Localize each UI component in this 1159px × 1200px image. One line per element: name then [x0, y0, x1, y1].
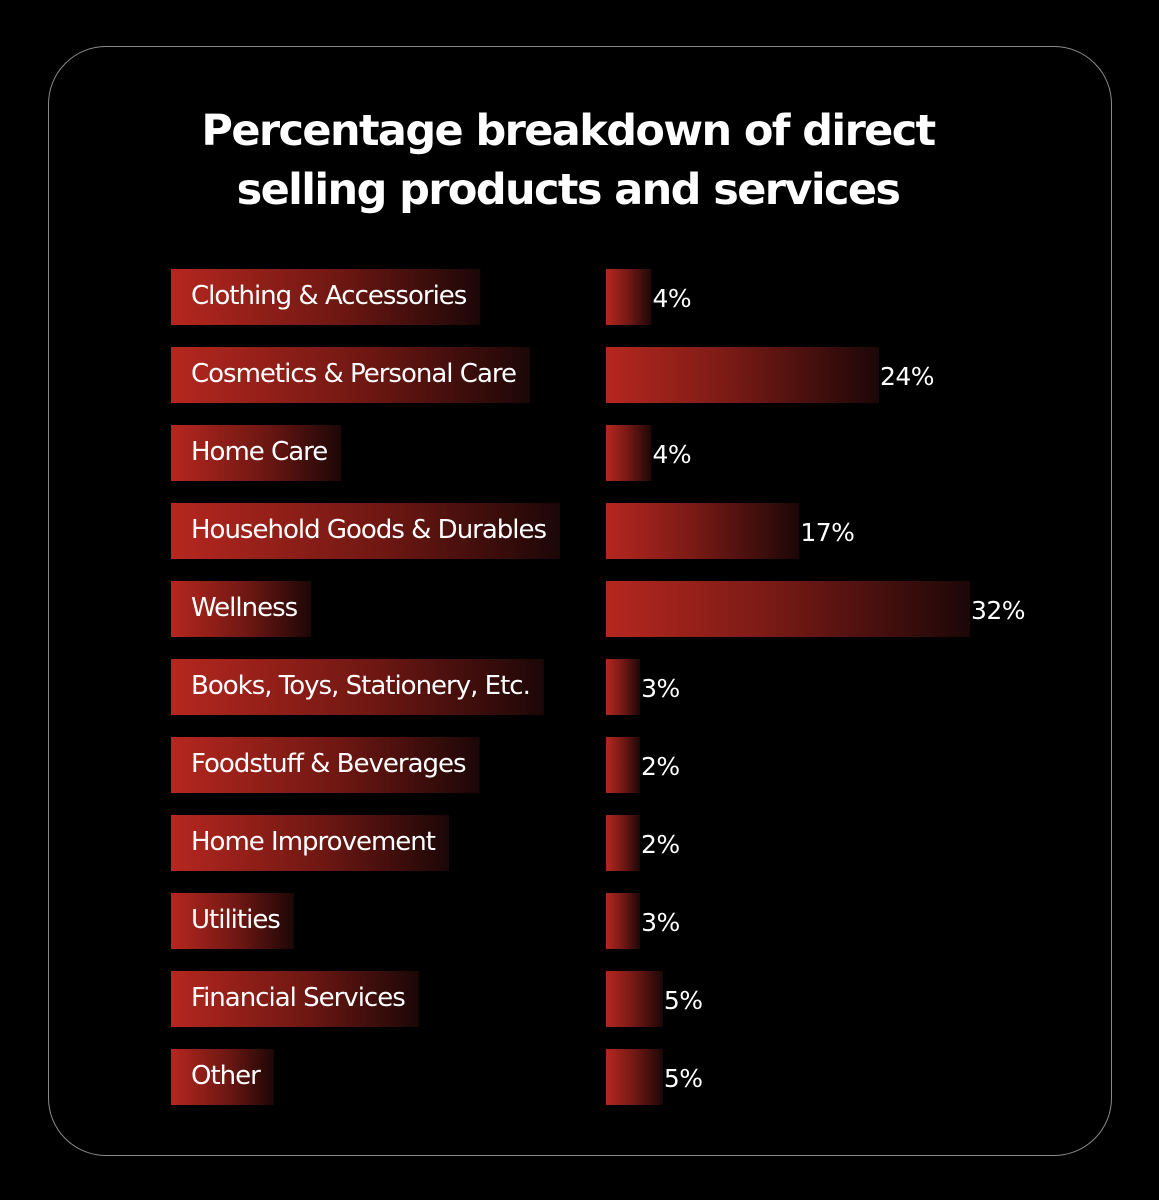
category-label: Financial Services	[191, 983, 405, 1013]
bar-row: Books, Toys, Stationery, Etc. 3%	[171, 659, 680, 715]
category-label-background	[171, 347, 530, 403]
value-label: 2%	[641, 752, 680, 781]
bar-row: Utilities 3%	[171, 893, 680, 949]
chart-title-line-1: Percentage breakdown of direct	[201, 106, 936, 156]
category-label-background	[171, 815, 449, 871]
value-label: 17%	[800, 518, 854, 547]
value-bar	[606, 815, 640, 871]
category-label-background	[171, 893, 294, 949]
category-label-background	[171, 503, 561, 559]
bar-row: Clothing & Accessories 4%	[171, 269, 692, 325]
bar-row: Home Care 4%	[171, 425, 692, 481]
value-label: 5%	[664, 986, 703, 1015]
value-bar	[606, 893, 641, 949]
value-bar	[606, 581, 970, 637]
value-bar	[606, 269, 652, 325]
category-label: Foodstuff & Beverages	[191, 749, 466, 779]
chart-title-line-2: selling products and services	[236, 165, 901, 215]
category-label: Cosmetics & Personal Care	[191, 359, 516, 389]
category-label: Wellness	[191, 593, 298, 623]
value-label: 4%	[653, 440, 692, 469]
category-label-background	[171, 659, 544, 715]
category-label-background	[171, 971, 419, 1027]
category-label-background	[171, 1049, 274, 1105]
bar-row: Financial Services 5%	[171, 971, 703, 1027]
value-bar	[606, 659, 641, 715]
value-label: 4%	[653, 284, 692, 313]
chart-card	[48, 46, 1112, 1156]
value-label: 3%	[641, 674, 680, 703]
category-label: Home Improvement	[191, 827, 436, 857]
value-label: 5%	[664, 1064, 703, 1093]
value-bar	[606, 347, 879, 403]
category-label: Utilities	[191, 905, 280, 935]
value-bar	[606, 425, 652, 481]
value-bar	[606, 503, 800, 559]
bar-row: Home Improvement 2%	[171, 815, 680, 871]
category-label: Home Care	[191, 437, 327, 467]
category-label-background	[171, 425, 342, 481]
value-bar	[606, 1049, 663, 1105]
value-label: 3%	[641, 908, 680, 937]
category-label: Books, Toys, Stationery, Etc.	[191, 671, 530, 701]
category-label-background	[171, 269, 481, 325]
bar-row: Foodstuff & Beverages 2%	[171, 737, 680, 793]
value-bar	[606, 737, 640, 793]
bar-row: Cosmetics & Personal Care 24%	[171, 347, 935, 403]
value-bar	[606, 971, 663, 1027]
category-label: Household Goods & Durables	[191, 515, 547, 545]
category-label: Clothing & Accessories	[191, 281, 467, 311]
bar-row: Other 5%	[171, 1049, 703, 1105]
category-label: Other	[191, 1061, 261, 1091]
value-label: 2%	[641, 830, 680, 859]
bar-row: Wellness 32%	[171, 581, 1026, 637]
category-label-background	[171, 581, 312, 637]
category-label-background	[171, 737, 480, 793]
value-label: 24%	[880, 362, 934, 391]
chart-title: Percentage breakdown of direct selling p…	[0, 102, 1136, 220]
bar-row: Household Goods & Durables 17%	[171, 503, 855, 559]
value-label: 32%	[971, 596, 1025, 625]
